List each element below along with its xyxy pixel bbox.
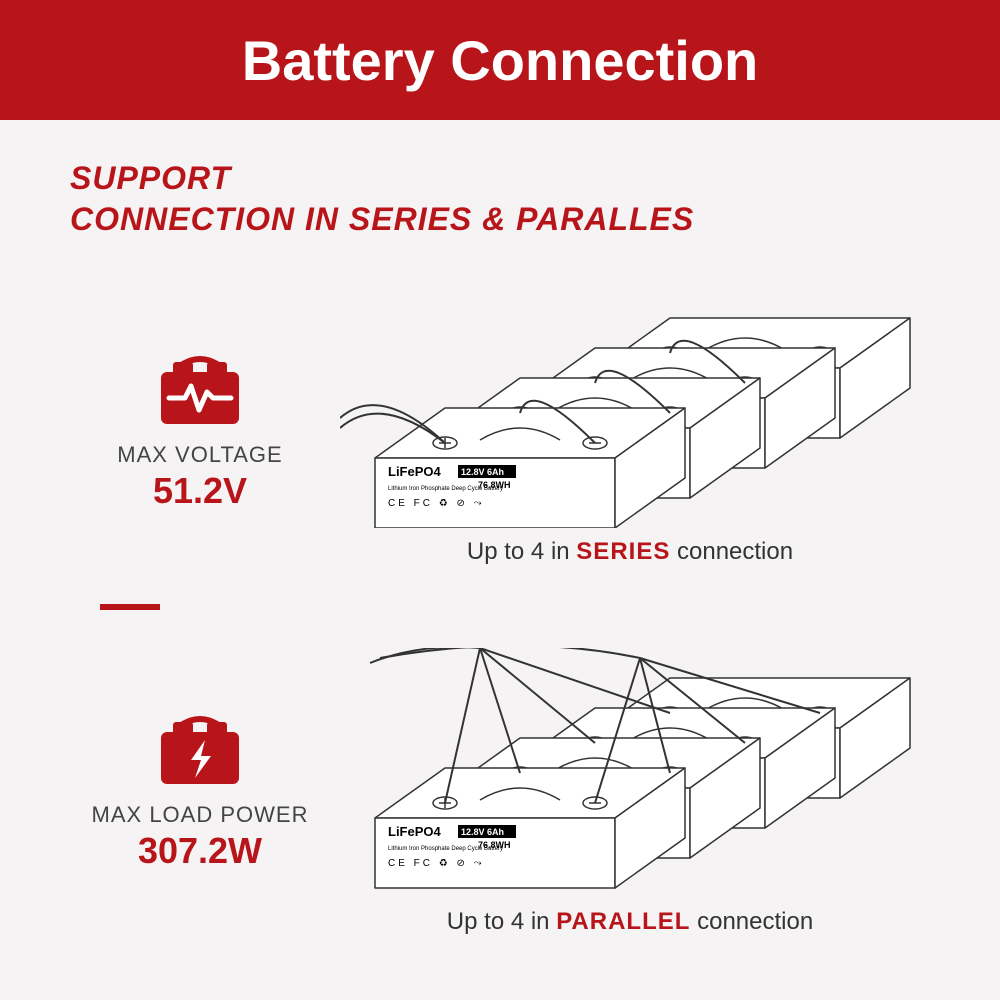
subtitle-line1: SUPPORT xyxy=(70,160,930,197)
caption-series-em: SERIES xyxy=(576,538,670,565)
subtitle-line2: CONNECTION IN SERIES & PARALLES xyxy=(70,201,930,238)
row-series: MAX VOLTAGE 51.2V xyxy=(70,298,930,566)
spec-voltage-value: 51.2V xyxy=(70,470,330,512)
svg-text:12.8V 6Ah: 12.8V 6Ah xyxy=(461,827,504,837)
series-svg: LiFePO4 12.8V 6Ah 76.8WH Lithium Iron Ph… xyxy=(340,298,920,528)
svg-text:LiFePO4: LiFePO4 xyxy=(388,464,442,479)
caption-parallel-post: connection xyxy=(690,908,813,935)
content-area: SUPPORT CONNECTION IN SERIES & PARALLES … xyxy=(0,120,1000,956)
spec-divider xyxy=(100,604,160,610)
spec-power: MAX LOAD POWER 307.2W xyxy=(70,712,330,872)
spec-power-value: 307.2W xyxy=(70,830,330,872)
spec-voltage: MAX VOLTAGE 51.2V xyxy=(70,352,330,512)
caption-series: Up to 4 in SERIES connection xyxy=(467,538,793,566)
spec-voltage-label: MAX VOLTAGE xyxy=(70,442,330,468)
header-band: Battery Connection xyxy=(0,0,1000,120)
diagram-parallel: LiFePO4 12.8V 6Ah 76.8WH Lithium Iron Ph… xyxy=(330,648,930,936)
caption-parallel-em: PARALLEL xyxy=(556,908,690,935)
voltage-icon xyxy=(70,352,330,430)
caption-parallel-pre: Up to 4 in xyxy=(447,908,556,935)
parallel-svg: LiFePO4 12.8V 6Ah 76.8WH Lithium Iron Ph… xyxy=(340,648,920,898)
row-parallel: MAX LOAD POWER 307.2W xyxy=(70,648,930,936)
header-title: Battery Connection xyxy=(242,28,759,93)
svg-text:Lithium Iron Phosphate Deep Cy: Lithium Iron Phosphate Deep Cycle Batter… xyxy=(388,846,503,852)
svg-text:12.8V 6Ah: 12.8V 6Ah xyxy=(461,467,504,477)
caption-series-post: connection xyxy=(670,538,793,565)
power-icon xyxy=(70,712,330,790)
svg-text:CE FC ♻ ⊘ ⤳: CE FC ♻ ⊘ ⤳ xyxy=(388,498,485,509)
svg-text:LiFePO4: LiFePO4 xyxy=(388,824,442,839)
caption-series-pre: Up to 4 in xyxy=(467,538,576,565)
caption-parallel: Up to 4 in PARALLEL connection xyxy=(447,908,813,936)
diagram-series: LiFePO4 12.8V 6Ah 76.8WH Lithium Iron Ph… xyxy=(330,298,930,566)
spec-power-label: MAX LOAD POWER xyxy=(70,802,330,828)
svg-text:CE FC ♻ ⊘ ⤳: CE FC ♻ ⊘ ⤳ xyxy=(388,858,485,869)
svg-text:Lithium Iron Phosphate Deep Cy: Lithium Iron Phosphate Deep Cycle Batter… xyxy=(388,486,503,492)
